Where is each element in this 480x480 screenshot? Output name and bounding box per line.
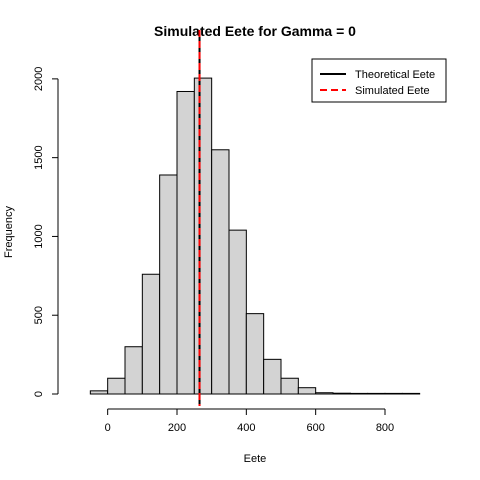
y-tick-label: 1000 bbox=[33, 224, 45, 248]
x-tick-label: 800 bbox=[376, 422, 394, 434]
y-axis: 0 500 1000 1500 2000 bbox=[33, 67, 59, 397]
histogram-bar bbox=[315, 392, 334, 395]
histogram-bar bbox=[107, 377, 126, 395]
histogram-bar bbox=[159, 174, 178, 395]
x-axis: 0 200 400 600 800 bbox=[105, 408, 394, 434]
y-tick-label: 500 bbox=[33, 306, 45, 324]
histogram-bar bbox=[297, 387, 317, 395]
histogram-bar bbox=[332, 392, 351, 395]
chart-title: Simulated Eete for Gamma = 0 bbox=[154, 23, 356, 39]
x-tick-label: 400 bbox=[237, 422, 255, 434]
legend-box bbox=[311, 58, 447, 103]
histogram-bar bbox=[193, 77, 213, 395]
x-tick-label: 0 bbox=[105, 422, 111, 434]
histogram-bar bbox=[141, 273, 161, 395]
histogram-bar bbox=[245, 313, 265, 395]
histogram-bar bbox=[89, 390, 109, 395]
y-tick-label: 1500 bbox=[33, 145, 45, 169]
histogram-bar bbox=[401, 392, 421, 395]
histogram-bars bbox=[89, 77, 421, 395]
histogram-bar bbox=[176, 90, 195, 395]
histogram-bar bbox=[367, 392, 386, 395]
legend-entries: Theoretical Eete Simulated Eete bbox=[320, 69, 435, 97]
histogram-bar bbox=[211, 149, 230, 395]
histogram-bar bbox=[280, 377, 299, 395]
x-tick-label: 200 bbox=[168, 422, 186, 434]
histogram-bar bbox=[263, 358, 282, 395]
y-axis-label: Frequency bbox=[3, 206, 15, 258]
histogram-bar bbox=[384, 392, 403, 395]
y-tick-label: 2000 bbox=[33, 67, 45, 91]
legend-label: Simulated Eete bbox=[355, 85, 430, 97]
legend-label: Theoretical Eete bbox=[355, 69, 435, 81]
x-tick-label: 600 bbox=[306, 422, 324, 434]
y-tick-label: 0 bbox=[33, 391, 45, 397]
histogram-bar bbox=[349, 392, 369, 395]
legend: Theoretical Eete Simulated Eete bbox=[311, 58, 447, 103]
histogram-bar bbox=[124, 346, 143, 395]
x-axis-label: Eete bbox=[244, 453, 267, 465]
histogram-bar bbox=[228, 229, 247, 395]
